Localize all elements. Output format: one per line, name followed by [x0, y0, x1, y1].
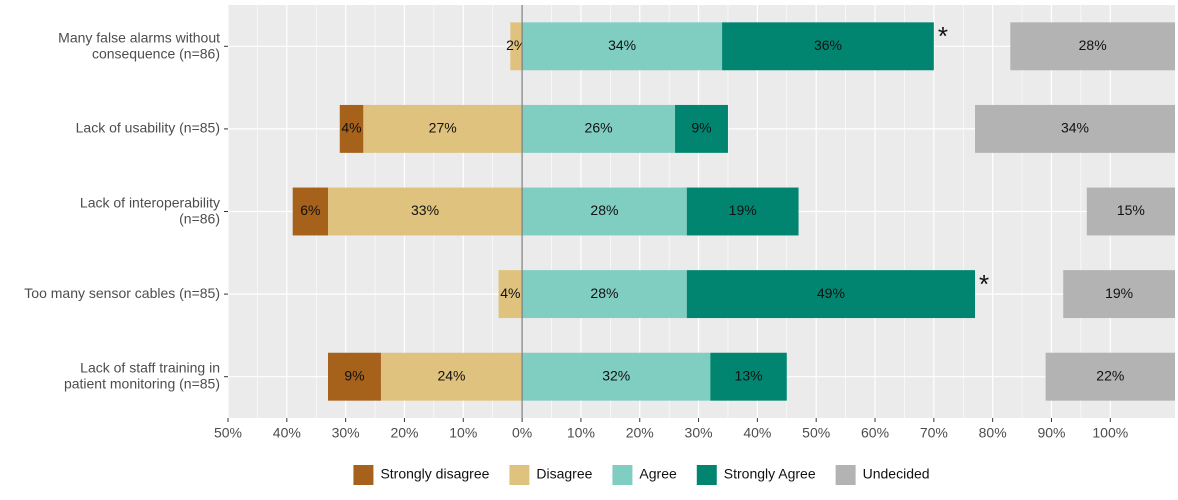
bar-segment: [686, 270, 976, 319]
bar-segment: [522, 187, 687, 236]
value-label: 15%: [1117, 202, 1145, 218]
value-label: 28%: [1079, 37, 1107, 53]
value-label: 28%: [590, 285, 618, 301]
bar-segment: [339, 104, 364, 153]
value-label: 22%: [1096, 367, 1124, 383]
x-tick-label: 90%: [1037, 425, 1065, 441]
value-label: 27%: [429, 120, 457, 136]
value-label: 26%: [585, 120, 613, 136]
x-tick-label: 40%: [743, 425, 771, 441]
bar-segment: [363, 104, 523, 153]
x-tick-label: 40%: [273, 425, 301, 441]
x-tick-label: 10%: [449, 425, 477, 441]
y-tick-label: Lack of interoperability (n=86): [80, 194, 220, 226]
bar-segment: [722, 22, 934, 71]
bar-segment: [710, 352, 787, 401]
value-label: 28%: [590, 202, 618, 218]
bar-segment: [1063, 270, 1175, 319]
bar-segment: [522, 22, 723, 71]
bar-segment: [975, 104, 1175, 153]
bar-segment: [522, 352, 711, 401]
bar-segment: [686, 187, 799, 236]
value-label: 4%: [341, 120, 361, 136]
legend-label: Disagree: [536, 466, 592, 482]
legend-key: [696, 465, 717, 485]
legend: Strongly disagree Disagree Agree Strongly A…: [353, 465, 930, 485]
bar-segment: [498, 270, 523, 319]
x-tick-label: 20%: [626, 425, 654, 441]
value-label: 33%: [411, 202, 439, 218]
bar-segment: [675, 104, 728, 153]
value-label: 49%: [817, 285, 845, 301]
bar-segment: [522, 104, 676, 153]
bar-segment: [292, 187, 328, 236]
bar-segment: [522, 270, 687, 319]
bar-segment: [1010, 22, 1175, 71]
x-tick-label: 30%: [332, 425, 360, 441]
bar-segment: [327, 187, 523, 236]
bar-segment: [510, 22, 523, 71]
legend-key: [835, 465, 856, 485]
legend-label: Strongly disagree: [380, 466, 489, 482]
bar-segment: [327, 352, 381, 401]
legend-key: [612, 465, 633, 485]
value-label: 19%: [729, 202, 757, 218]
x-tick-label: 50%: [214, 425, 242, 441]
y-tick-label: Lack of staff training in patient monitor…: [64, 359, 220, 391]
legend-label: Agree: [639, 466, 677, 482]
legend-label: Strongly Agree: [724, 466, 816, 482]
value-label: 13%: [735, 367, 763, 383]
value-label: 6%: [300, 202, 320, 218]
x-tick-label: 60%: [861, 425, 889, 441]
y-tick-label: Many false alarms without consequence (n=…: [58, 29, 220, 61]
x-tick-label: 50%: [802, 425, 830, 441]
value-label: 34%: [1061, 120, 1089, 136]
value-label: 24%: [437, 367, 465, 383]
x-tick-label: 70%: [920, 425, 948, 441]
value-label: 19%: [1105, 285, 1133, 301]
value-label: 34%: [608, 37, 636, 53]
x-tick-label: 100%: [1092, 425, 1128, 441]
value-label: 32%: [602, 367, 630, 383]
x-tick-label: 30%: [685, 425, 713, 441]
bar-segment: [380, 352, 523, 401]
y-tick-label: Too many sensor cables (n=85): [24, 285, 220, 301]
x-tick-label: 10%: [567, 425, 595, 441]
value-label: 4%: [500, 285, 520, 301]
legend-key: [509, 465, 530, 485]
x-tick-label: 80%: [979, 425, 1007, 441]
x-tick-label: 20%: [390, 425, 418, 441]
x-tick-label: 0%: [512, 425, 532, 441]
legend-key: [353, 465, 374, 485]
y-tick-label: Lack of usability (n=85): [76, 120, 220, 136]
value-label: 2%: [506, 37, 526, 53]
bar-segment: [1045, 352, 1175, 401]
legend-label: Undecided: [863, 466, 930, 482]
annotation: *: [979, 269, 989, 299]
value-label: 9%: [691, 120, 711, 136]
annotation: *: [938, 21, 948, 51]
value-label: 9%: [344, 367, 364, 383]
value-label: 36%: [814, 37, 842, 53]
bar-segment: [1086, 187, 1175, 236]
